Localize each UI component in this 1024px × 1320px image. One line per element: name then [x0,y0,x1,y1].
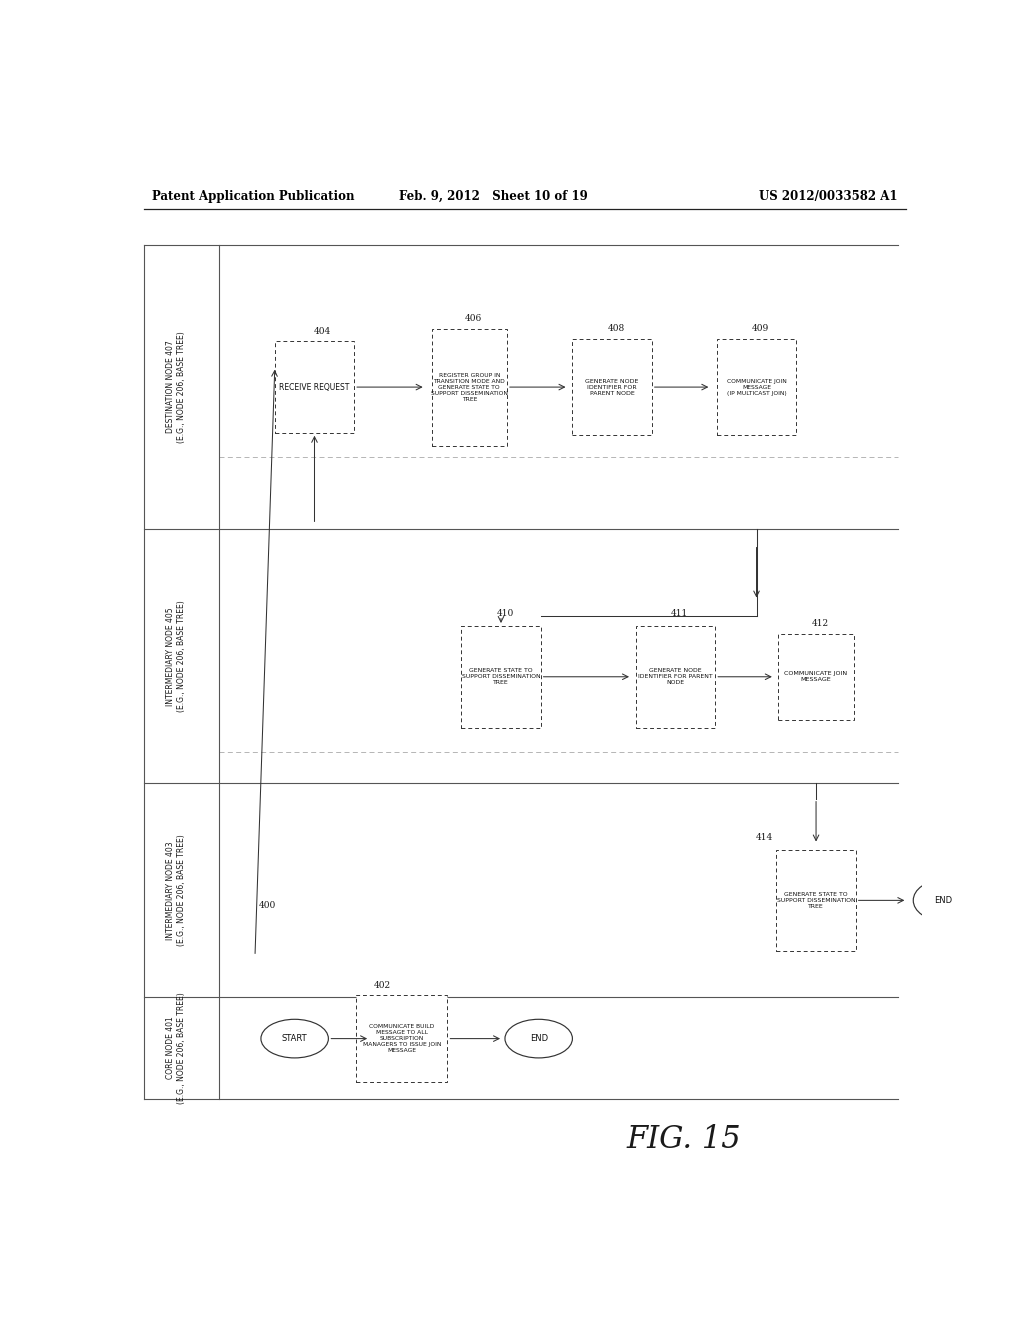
Text: 404: 404 [313,326,331,335]
Text: END: END [934,896,952,906]
Text: COMMUNICATE JOIN
MESSAGE: COMMUNICATE JOIN MESSAGE [784,672,848,682]
Ellipse shape [505,1019,572,1057]
Ellipse shape [261,1019,329,1057]
Bar [431,329,507,446]
Ellipse shape [913,880,973,921]
Text: 411: 411 [671,610,688,618]
Text: START: START [282,1034,307,1043]
Text: RECEIVE REQUEST: RECEIVE REQUEST [280,383,349,392]
Bar [778,634,854,719]
Text: GENERATE NODE
IDENTIFIER FOR PARENT
NODE: GENERATE NODE IDENTIFIER FOR PARENT NODE [638,668,713,685]
Text: COMMUNICATE JOIN
MESSAGE
(IP MULTICAST JOIN): COMMUNICATE JOIN MESSAGE (IP MULTICAST J… [727,379,786,396]
Bar [572,339,651,436]
Text: DESTINATION NODE 407
(E.G., NODE 206, BASE TREE): DESTINATION NODE 407 (E.G., NODE 206, BA… [166,331,185,444]
Text: FIG. 15: FIG. 15 [627,1123,740,1155]
Text: GENERATE STATE TO
SUPPORT DISSEMINATION
TREE: GENERATE STATE TO SUPPORT DISSEMINATION … [777,892,855,909]
Bar [776,850,856,952]
Text: Feb. 9, 2012   Sheet 10 of 19: Feb. 9, 2012 Sheet 10 of 19 [398,190,588,202]
Text: INTERMEDIARY NODE 405
(E.G., NODE 206, BASE TREE): INTERMEDIARY NODE 405 (E.G., NODE 206, B… [166,601,185,713]
Text: END: END [529,1034,548,1043]
Bar [636,626,715,727]
Text: 402: 402 [374,981,390,990]
Text: GENERATE NODE
IDENTIFIER FOR
PARENT NODE: GENERATE NODE IDENTIFIER FOR PARENT NODE [586,379,639,396]
Text: 412: 412 [811,619,828,628]
Text: 400: 400 [258,902,275,909]
Bar [717,339,797,436]
Text: 410: 410 [497,610,514,618]
Text: 406: 406 [465,314,482,323]
Text: 409: 409 [752,323,769,333]
Text: INTERMEDIARY NODE 403
(E.G., NODE 206, BASE TREE): INTERMEDIARY NODE 403 (E.G., NODE 206, B… [166,834,185,946]
Text: Patent Application Publication: Patent Application Publication [152,190,354,202]
Text: 414: 414 [756,833,773,842]
Bar [461,626,541,727]
Text: CORE NODE 401
(E.G., NODE 206, BASE TREE): CORE NODE 401 (E.G., NODE 206, BASE TREE… [166,991,185,1104]
Text: 408: 408 [607,323,625,333]
Text: GENERATE STATE TO
SUPPORT DISSEMINATION
TREE: GENERATE STATE TO SUPPORT DISSEMINATION … [462,668,541,685]
Bar [274,342,354,433]
Text: COMMUNICATE BUILD
MESSAGE TO ALL
SUBSCRIPTION
MANAGERS TO ISSUE JOIN
MESSAGE: COMMUNICATE BUILD MESSAGE TO ALL SUBSCRI… [362,1024,441,1053]
Text: US 2012/0033582 A1: US 2012/0033582 A1 [759,190,898,202]
Bar [356,995,447,1082]
Text: REGISTER GROUP IN
TRANSITION MODE AND
GENERATE STATE TO
SUPPORT DISSEMINATION
TR: REGISTER GROUP IN TRANSITION MODE AND GE… [431,372,508,401]
